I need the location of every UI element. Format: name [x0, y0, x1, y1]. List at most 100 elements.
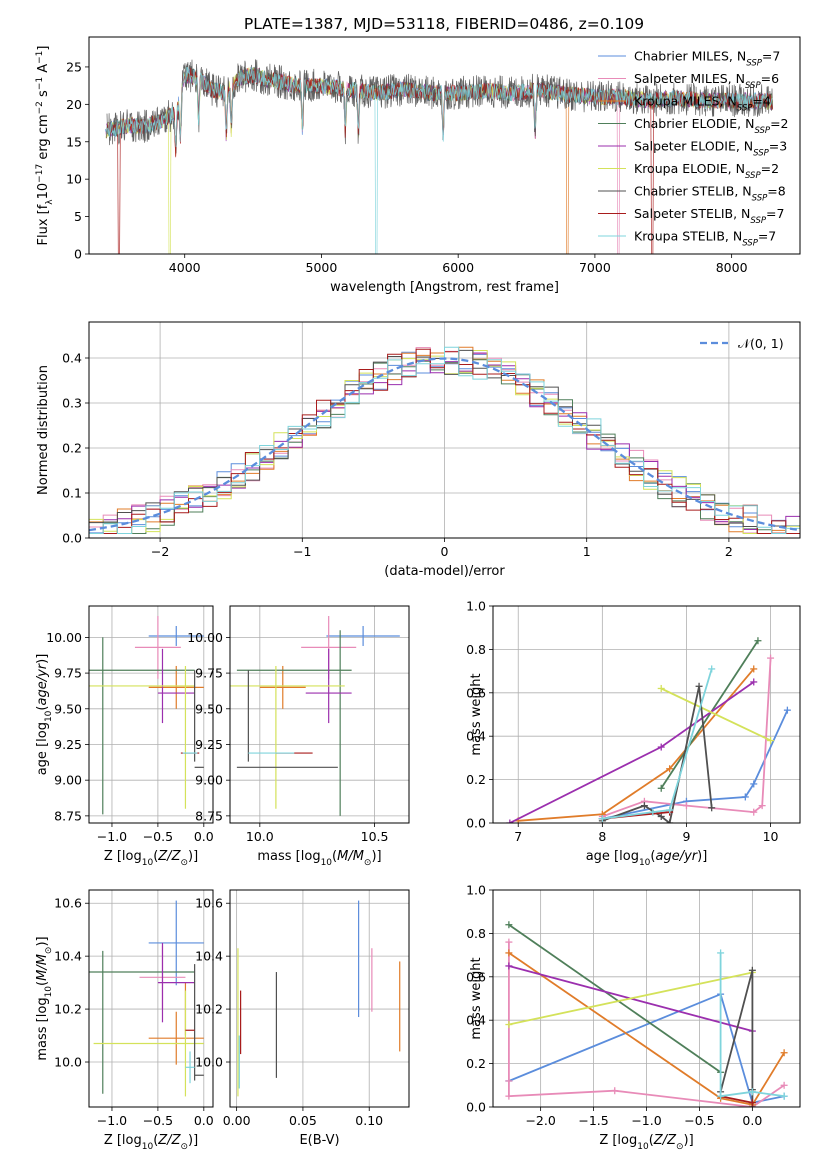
mass-weight-series-line [508, 952, 785, 1106]
mass_weight_vs_metallicity-frame [492, 889, 801, 1108]
spectrum-x-axis-label: wavelength [Angstrom, rest frame] [330, 280, 559, 295]
y-tick-label: 0.8 [466, 642, 486, 657]
legend-label: Salpeter ELODIE, NSSP=3 [634, 139, 787, 159]
mass_weight_vs_age-x-axis-label: age [log10(age/yr)] [586, 849, 708, 868]
x-tick-label: 7000 [579, 260, 611, 275]
y-tick-label: 8.75 [54, 808, 82, 823]
y-tick-label: 0.6 [466, 685, 486, 700]
x-tick-label: 9 [682, 829, 690, 844]
y-tick-label: 0.6 [466, 969, 486, 984]
mass_weight_vs_age-y-axis-label: mass weight [469, 673, 484, 755]
legend-label: Kroupa ELODIE, NSSP=2 [634, 161, 779, 181]
y-tick-label: 9.50 [54, 701, 82, 716]
x-tick-label: −0.5 [143, 1113, 173, 1128]
y-tick-label: 10.00 [187, 630, 223, 645]
y-tick-label: 0 [74, 247, 82, 262]
mass-weight-series-line [660, 640, 759, 789]
mass-weight-series-line [601, 658, 772, 818]
figure-title: PLATE=1387, MJD=53118, FIBERID=0486, z=0… [244, 15, 644, 33]
x-tick-label: 10.5 [361, 829, 389, 844]
x-tick-label: −1.0 [97, 1113, 127, 1128]
x-tick-label: 8000 [716, 260, 748, 275]
legend-label: Chabrier MILES, NSSP=7 [634, 49, 780, 69]
x-tick-label: 0.0 [194, 829, 214, 844]
x-tick-label: 0 [441, 544, 449, 559]
x-tick-label: 0.0 [742, 1113, 762, 1128]
mass-weight-series-line [508, 971, 753, 1026]
spectrum-series-line [107, 66, 773, 254]
legend-label: Chabrier STELIB, NSSP=8 [634, 184, 786, 204]
mass-weight-series-line [508, 992, 785, 1104]
mass-weight-series-line [719, 970, 754, 1107]
x-tick-label: −1 [293, 544, 311, 559]
y-tick-label: 0.4 [466, 1013, 486, 1028]
y-tick-label: 10 [66, 172, 82, 187]
mass-weight-series-line [507, 942, 785, 1107]
mass_weight_vs_metallicity-lines [505, 921, 788, 1107]
mass-weight-series-line [720, 1095, 753, 1104]
legend-label: Salpeter MILES, NSSP=6 [634, 71, 779, 91]
mass_weight_vs_metallicity-y-axis-label: mass weight [469, 957, 484, 1039]
x-tick-label: 10.0 [246, 829, 274, 844]
y-tick-label: 5 [74, 209, 82, 224]
x-tick-label: −1.5 [578, 1113, 608, 1128]
residual_histogram-y-axis-label: Normed distribution [36, 365, 51, 495]
y-tick-label: 10.2 [54, 1002, 82, 1017]
y-tick-label: 10.6 [54, 896, 82, 911]
spectrum-axes: 4000 5000 6000 7000 8000 0 5 10 15 20 25 [66, 59, 747, 275]
x-tick-label: 5000 [306, 260, 338, 275]
mass_weight_vs_metallicity-x-axis-label: Z [log10(Z/Z⊙)] [599, 1133, 693, 1152]
mass_weight_vs_age-lines [506, 637, 791, 823]
y-tick-label: 9.00 [195, 773, 223, 788]
y-tick-label: 9.75 [54, 666, 82, 681]
y-tick-label: 0.4 [62, 351, 82, 366]
mass_vs_metallicity-frame [88, 889, 214, 1108]
legend-label: Kroupa STELIB, NSSP=7 [634, 229, 776, 249]
y-tick-label: 10.2 [195, 1002, 223, 1017]
mass-weight-series-line [719, 952, 785, 1098]
y-tick-label: 1.0 [466, 883, 486, 898]
spectrum-lines [105, 59, 774, 254]
x-tick-label: 0.05 [289, 1113, 317, 1128]
x-tick-label: 0.00 [223, 1113, 251, 1128]
x-tick-label: −2 [151, 544, 169, 559]
x-tick-label: −0.5 [684, 1113, 714, 1128]
mass-weight-series-line [602, 668, 713, 820]
y-tick-label: 9.00 [54, 773, 82, 788]
legend-label: Kroupa MILES, NSSP=4 [634, 94, 771, 114]
mass-weight-series-line [660, 687, 771, 742]
legend-label: Salpeter STELIB, NSSP=7 [634, 206, 784, 226]
y-tick-label: 9.50 [195, 701, 223, 716]
x-tick-label: 8 [598, 829, 606, 844]
x-tick-label: −1.0 [631, 1113, 661, 1128]
x-tick-label: 1 [583, 544, 591, 559]
residual_histogram-x-axis-label: (data-model)/error [384, 564, 505, 579]
mass_vs_extinction-frame [229, 889, 410, 1108]
x-tick-label: 0.0 [194, 1113, 214, 1128]
y-tick-label: 9.75 [195, 666, 223, 681]
mass_vs_extinction-x-axis-label: E(B-V) [299, 1133, 339, 1148]
y-tick-label: 9.25 [54, 737, 82, 752]
y-tick-label: 8.75 [195, 808, 223, 823]
y-tick-label: 0.2 [466, 1056, 486, 1071]
mass_vs_extinction-errorbars [237, 900, 401, 1097]
y-tick-label: 20 [66, 97, 82, 112]
mass_vs_metallicity-axes: −1.0 −0.5 0.0 10.0 10.2 10.4 10.6 [54, 890, 214, 1128]
mass_vs_metallicity-y-axis-label: mass [log10(M/M⊙)] [35, 936, 54, 1060]
x-tick-label: 0.10 [355, 1113, 383, 1128]
age_vs_mass-x-axis-label: mass [log10(M/M⊙)] [257, 849, 381, 868]
x-tick-label: 4000 [169, 260, 201, 275]
y-tick-label: 25 [66, 59, 82, 74]
legend-label: Chabrier ELODIE, NSSP=2 [634, 116, 789, 136]
histogram-series [89, 346, 800, 534]
y-tick-label: 1.0 [466, 599, 486, 614]
y-tick-label: 10.0 [195, 1055, 223, 1070]
mass_vs_metallicity-errorbars [89, 900, 204, 1097]
histogram-legend: 𝒩(0, 1) [700, 336, 784, 351]
age_vs_metallicity-frame [88, 605, 214, 824]
age_vs_metallicity-x-axis-label: Z [log10(Z/Z⊙)] [104, 849, 198, 868]
panels-group: 4000 5000 6000 7000 80000510152025wavelength… [35, 36, 801, 1152]
x-tick-label: 7 [514, 829, 522, 844]
